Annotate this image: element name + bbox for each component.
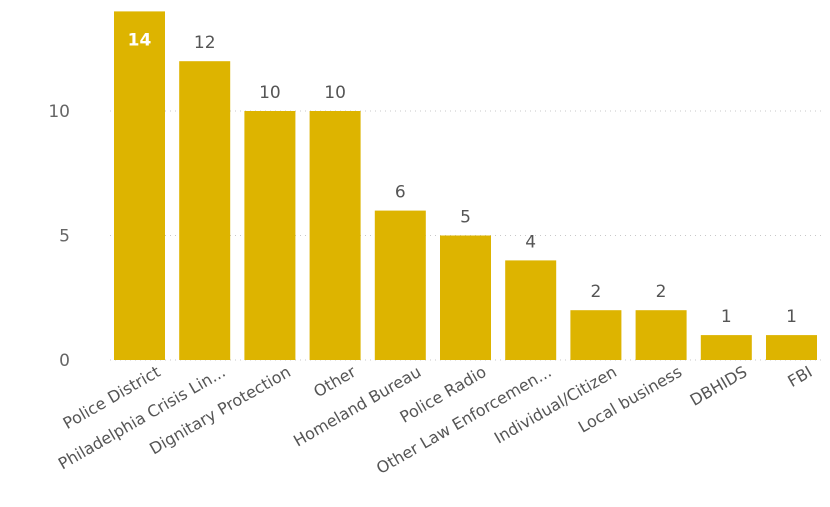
data-label: 10: [259, 83, 281, 103]
bar: [114, 11, 165, 361]
data-labels: 14 12 10 10 6 5 4 2 2 1 1: [128, 30, 797, 327]
category-label: DBHIDS: [687, 362, 751, 410]
data-label: 12: [194, 33, 216, 53]
y-tick-label: 10: [48, 102, 70, 122]
category-label: FBI: [784, 362, 815, 391]
y-tick-label: 0: [59, 351, 70, 371]
data-label: 1: [786, 307, 797, 327]
bar: [505, 260, 557, 360]
bar: [700, 335, 752, 360]
y-tick-label: 5: [59, 227, 70, 247]
data-label: 2: [656, 282, 667, 302]
bar: [635, 310, 687, 360]
data-label: 6: [395, 183, 406, 203]
data-label: 1: [721, 307, 732, 327]
data-label: 14: [128, 30, 152, 50]
bar: [309, 111, 361, 360]
data-label: 10: [324, 83, 346, 103]
bar: [766, 335, 817, 360]
bar: [244, 111, 296, 360]
category-label: Other: [310, 362, 359, 401]
bars: [114, 11, 817, 361]
bar: [570, 310, 622, 360]
data-label: 2: [590, 282, 601, 302]
bar: [374, 210, 426, 360]
bar: [179, 61, 231, 360]
data-label: 4: [525, 232, 536, 252]
bar: [440, 235, 491, 360]
data-label: 5: [460, 208, 471, 228]
y-axis-ticks: 0 5 10: [48, 102, 70, 371]
